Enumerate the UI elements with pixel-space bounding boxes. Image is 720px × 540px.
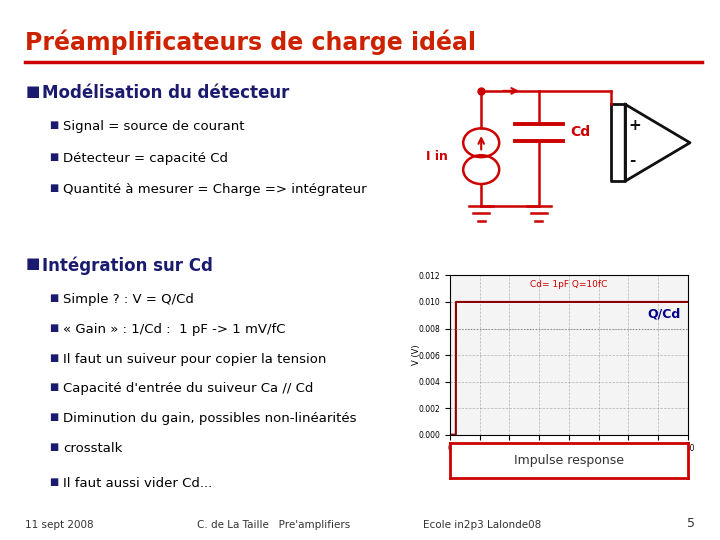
Text: Cd: Cd [570, 125, 590, 139]
Polygon shape [611, 104, 625, 181]
Text: ■: ■ [49, 442, 58, 452]
Text: ■: ■ [49, 382, 58, 393]
Text: 5: 5 [687, 517, 695, 530]
Text: -: - [629, 152, 635, 167]
Text: Diminution du gain, possibles non-linéarités: Diminution du gain, possibles non-linéar… [63, 412, 357, 425]
Text: Modélisation du détecteur: Modélisation du détecteur [42, 84, 289, 102]
Text: ■: ■ [49, 293, 58, 303]
Text: ■: ■ [49, 120, 58, 131]
Text: ■: ■ [49, 412, 58, 422]
Text: C. de La Taille   Pre'amplifiers: C. de La Taille Pre'amplifiers [197, 520, 350, 530]
Text: ■: ■ [49, 183, 58, 193]
Text: I in: I in [426, 150, 448, 163]
Text: Préamplificateurs de charge idéal: Préamplificateurs de charge idéal [25, 30, 476, 55]
Polygon shape [625, 104, 690, 181]
Text: Il faut un suiveur pour copier la tension: Il faut un suiveur pour copier la tensio… [63, 353, 327, 366]
Text: Ecole in2p3 Lalonde08: Ecole in2p3 Lalonde08 [423, 520, 541, 530]
Y-axis label: V (V): V (V) [413, 345, 421, 366]
Text: ■: ■ [25, 84, 40, 99]
Text: Intégration sur Cd: Intégration sur Cd [42, 256, 212, 275]
Text: Cd= 1pF Q=10fC: Cd= 1pF Q=10fC [530, 280, 608, 289]
Text: 11 sept 2008: 11 sept 2008 [25, 520, 94, 530]
Text: Il faut aussi vider Cd...: Il faut aussi vider Cd... [63, 477, 212, 490]
Text: Q/Cd: Q/Cd [647, 307, 680, 320]
Text: ■: ■ [25, 256, 40, 272]
X-axis label: t (ns): t (ns) [557, 459, 581, 468]
Text: crosstalk: crosstalk [63, 442, 122, 455]
Text: Signal = source de courant: Signal = source de courant [63, 120, 245, 133]
Text: Détecteur = capacité Cd: Détecteur = capacité Cd [63, 152, 228, 165]
Text: ■: ■ [49, 152, 58, 162]
Text: Impulse response: Impulse response [514, 454, 624, 467]
Text: +: + [629, 118, 642, 133]
Text: ■: ■ [49, 353, 58, 363]
Text: ■: ■ [49, 477, 58, 487]
Text: Quantité à mesurer = Charge => intégrateur: Quantité à mesurer = Charge => intégrate… [63, 183, 367, 196]
Text: « Gain » : 1/Cd :  1 pF -> 1 mV/fC: « Gain » : 1/Cd : 1 pF -> 1 mV/fC [63, 323, 286, 336]
Text: ■: ■ [49, 323, 58, 333]
Text: Simple ? : V = Q/Cd: Simple ? : V = Q/Cd [63, 293, 194, 306]
Text: Capacité d'entrée du suiveur Ca // Cd: Capacité d'entrée du suiveur Ca // Cd [63, 382, 314, 395]
